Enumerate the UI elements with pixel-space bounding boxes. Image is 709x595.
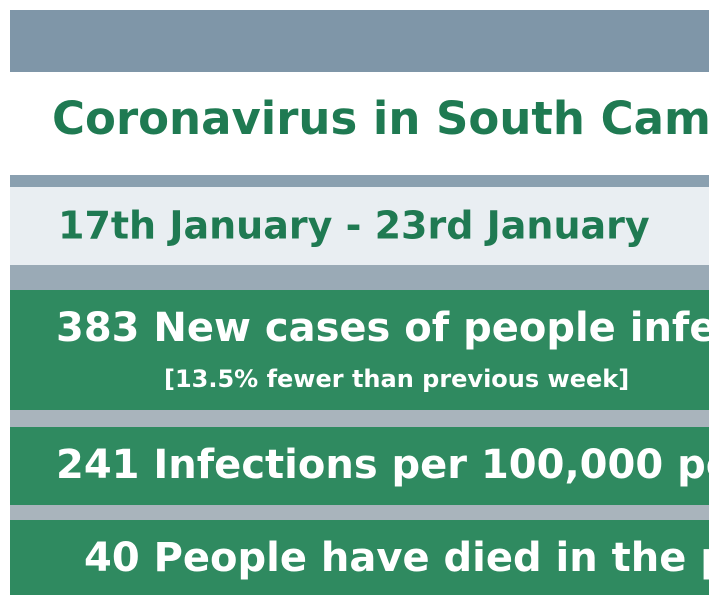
stat-note: [13.5% fewer than previous week] [164,365,629,393]
period: 17th January - 23rd January [58,204,650,248]
stat-text: 383 New cases of people infect [56,305,709,351]
top-band [10,10,709,72]
divider [10,265,709,290]
stat-text: 40 People have died in the pa [84,535,709,581]
divider [10,505,709,520]
title: Coronavirus in South Cambri [52,92,709,145]
stat-text: 241 Infections per 100,000 pc [56,442,709,488]
divider [10,175,709,187]
divider [10,410,709,427]
infographic: Coronavirus in South Cambri 17th January… [0,0,709,595]
